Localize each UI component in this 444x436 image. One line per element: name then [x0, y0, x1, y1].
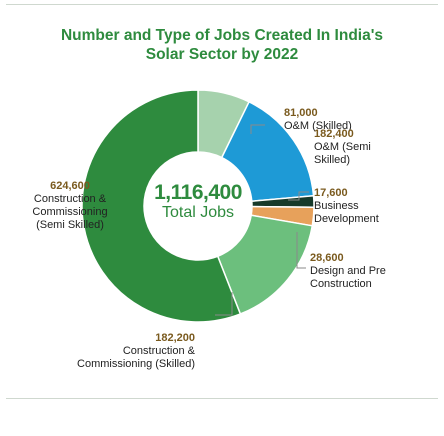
slice-label-6-line-2: Commissioning [32, 206, 107, 218]
total-jobs-label: Total Jobs [162, 204, 234, 221]
donut-slices [81, 89, 315, 323]
connector-line-1 [250, 124, 265, 134]
donut-slice-6 [81, 89, 242, 323]
chart-title: Number and Type of Jobs Created In India… [0, 26, 444, 64]
slice-label-3-line-2: Development [314, 213, 379, 225]
label-connectors [215, 124, 309, 316]
slice-label-1-line-1: O&M (Skilled) [284, 120, 352, 132]
top-divider [6, 4, 438, 5]
slice-label-6-line-3: (Semi Skilled) [36, 219, 104, 231]
slice-label-5-line-2: Commissioning (Skilled) [77, 358, 195, 370]
slice-label-5-line-1: Construction & [123, 345, 196, 357]
slice-label-2-line-2: Skilled) [314, 154, 350, 166]
slice-value-2: 182,400 [314, 128, 354, 140]
connector-line-4 [215, 292, 233, 316]
slice-value-6: 624,600 [50, 180, 90, 192]
chart-title-line-1: Number and Type of Jobs Created In India… [60, 27, 384, 44]
slice-value-5: 182,200 [155, 332, 195, 344]
slice-value-4: 28,600 [310, 252, 344, 264]
connector-line-3 [296, 232, 306, 269]
slice-value-1: 81,000 [284, 107, 318, 119]
slice-label-3-line-1: Business [314, 200, 359, 212]
slice-value-3: 17,600 [314, 187, 348, 199]
bottom-divider [6, 398, 438, 399]
slice-label-2-line-1: O&M (Semi [314, 141, 371, 153]
chart-title-line-2: Solar Sector by 2022 [145, 46, 299, 63]
slice-label-4-line-2: Construction [310, 278, 372, 290]
slice-label-6-line-1: Construction & [34, 193, 107, 205]
total-jobs-value: 1,116,400 [154, 181, 242, 204]
slice-label-4-line-1: Design and Pre [310, 265, 386, 277]
connector-line-2 [288, 191, 309, 201]
